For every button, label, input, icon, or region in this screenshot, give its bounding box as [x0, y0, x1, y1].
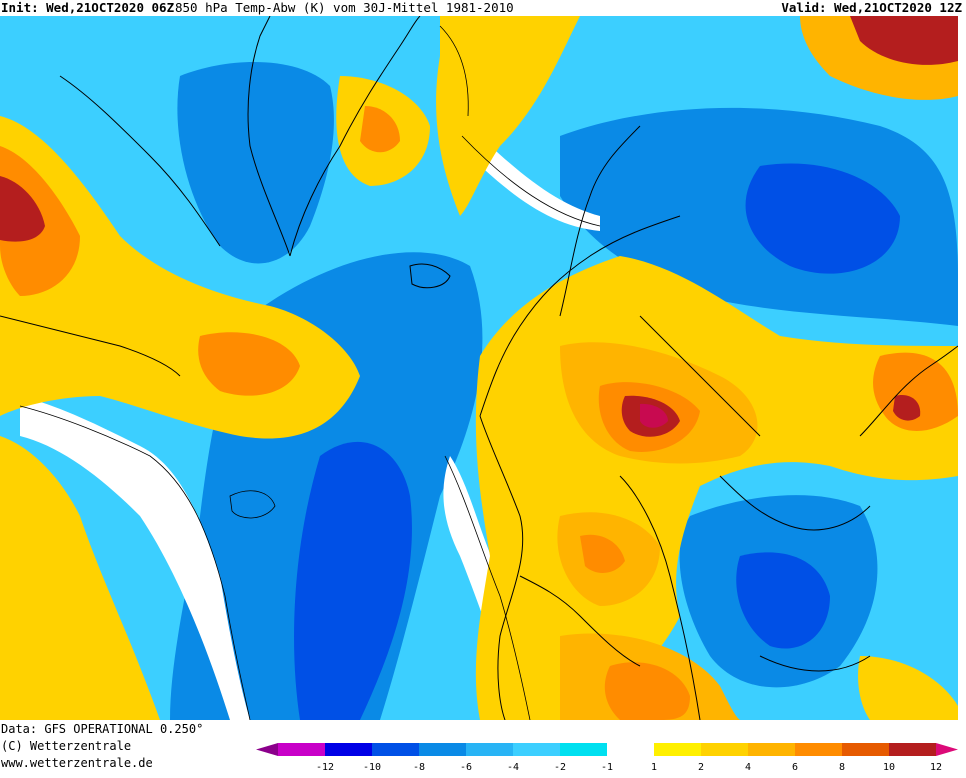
valid-time: Valid: Wed,21OCT2020 12Z: [781, 0, 962, 15]
mid-atlantic-warm-core: [198, 332, 300, 396]
neutral-band-west: [20, 396, 250, 720]
legend-tick-label: 10: [883, 762, 895, 773]
legend-tick-label: -10: [363, 762, 381, 773]
iceland-warm-core: [360, 106, 400, 153]
legend-swatch: [889, 743, 936, 756]
data-source-label: Data: GFS OPERATIONAL 0.250°: [1, 722, 204, 736]
iberia-warm-core: [580, 534, 625, 573]
legend-tick-label: 12: [930, 762, 942, 773]
legend-arrow-low: [256, 743, 278, 756]
legend-tick-label: -1: [601, 762, 613, 773]
legend-tick-label: -12: [316, 762, 334, 773]
header: Init: Wed,21OCT2020 06Z 850 hPa Temp-Abw…: [0, 0, 966, 16]
legend-tick-label: -8: [413, 762, 425, 773]
north-sea-warm: [436, 16, 580, 216]
legend-swatch: [607, 743, 654, 756]
map-svg: [0, 16, 958, 720]
website-label: www.wetterzentrale.de: [1, 756, 153, 770]
chart-title: 850 hPa Temp-Abw (K) vom 30J-Mittel 1981…: [175, 0, 514, 15]
north-america-hot-core: [0, 176, 45, 242]
southeast-warm: [858, 656, 958, 720]
zero-contours: [19, 25, 601, 720]
russia-deep-cold: [745, 163, 900, 274]
legend-tick-label: -4: [507, 762, 519, 773]
atlantic-deep-cold: [294, 441, 412, 720]
legend-svg: -12 -10 -8 -6 -4 -2 -1 1 2 4 6 8 10 12: [256, 743, 958, 773]
init-time: Init: Wed,21OCT2020 06Z: [1, 0, 175, 15]
mediterranean-deep-cold: [736, 552, 830, 649]
legend-tick-label: 2: [698, 762, 704, 773]
legend-swatch: [795, 743, 842, 756]
copyright-label: (C) Wetterzentrale: [1, 739, 132, 753]
legend-swatch: [748, 743, 795, 756]
legend-tick-label: 6: [792, 762, 798, 773]
north-africa-warm-core: [604, 662, 690, 720]
legend-swatch: [842, 743, 889, 756]
color-legend: -12 -10 -8 -6 -4 -2 -1 1 2 4 6 8 10 12: [256, 742, 966, 776]
legend-swatch: [654, 743, 701, 756]
legend-swatch: [466, 743, 513, 756]
coastlines: [0, 16, 958, 720]
legend-swatch: [278, 743, 325, 756]
legend-swatch: [560, 743, 607, 756]
legend-arrow-high: [936, 743, 958, 756]
legend-tick-label: -2: [554, 762, 566, 773]
subtropical-warm: [0, 436, 160, 720]
alps-peak: [640, 403, 668, 428]
siberia-hot-core: [850, 16, 958, 65]
legend-swatch: [419, 743, 466, 756]
legend-swatch: [513, 743, 560, 756]
legend-tick-label: -6: [460, 762, 472, 773]
legend-swatch: [701, 743, 748, 756]
legend-swatch: [372, 743, 419, 756]
legend-swatch: [325, 743, 372, 756]
east-europe-hot-core: [893, 395, 921, 421]
legend-tick-label: 1: [651, 762, 657, 773]
temperature-anomaly-map[interactable]: [0, 16, 958, 720]
legend-tick-label: 8: [839, 762, 845, 773]
footer: Data: GFS OPERATIONAL 0.250° (C) Wetterz…: [0, 721, 966, 778]
greenland-cold-region: [177, 62, 334, 264]
legend-tick-label: 4: [745, 762, 751, 773]
